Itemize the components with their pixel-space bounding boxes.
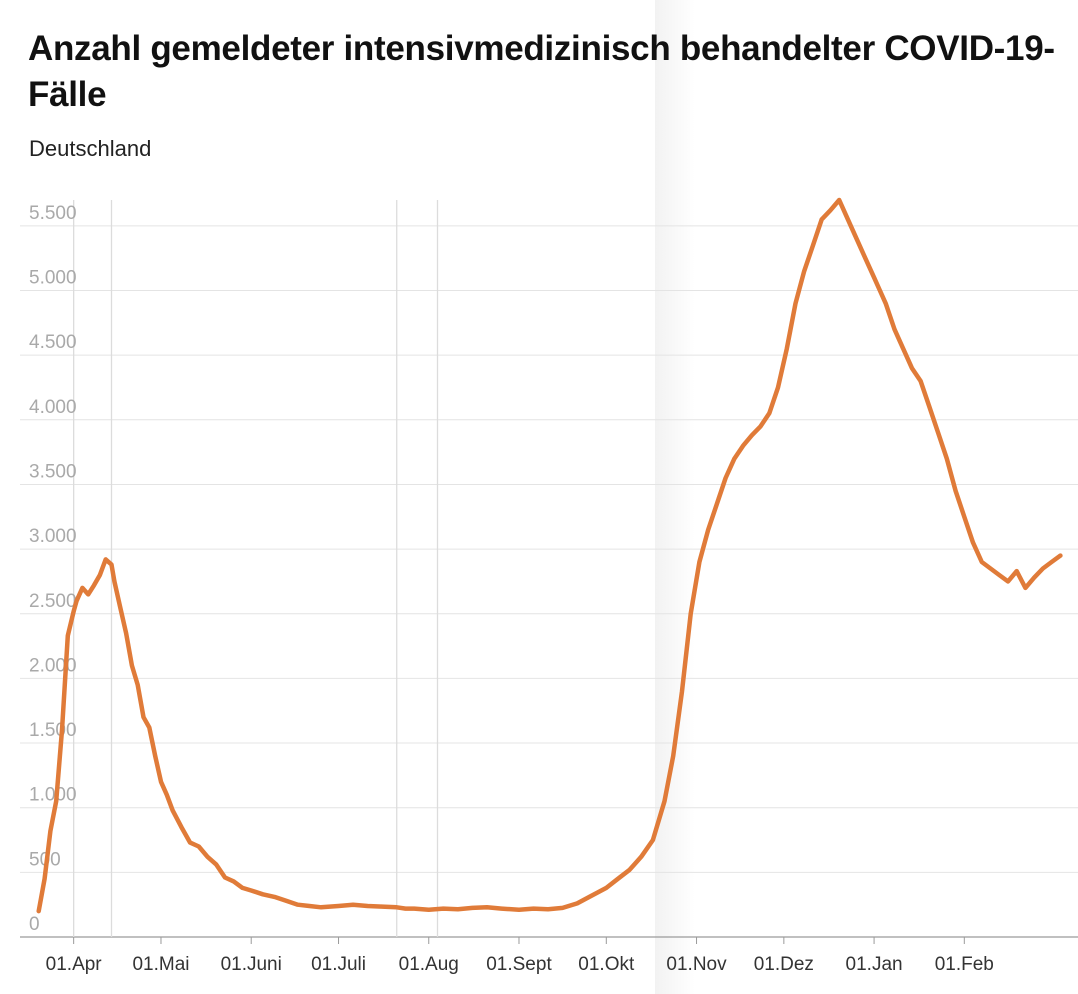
x-tick-label: 01.Dez — [754, 954, 814, 975]
y-tick-label: 2.000 — [29, 655, 77, 676]
x-tick-label: 01.Feb — [935, 954, 994, 975]
y-tick-label: 5.000 — [29, 268, 77, 289]
chart-title: Anzahl gemeldeter intensivmedizinisch be… — [28, 29, 1055, 114]
y-tick-label: 3.000 — [29, 526, 77, 547]
x-tick-label: 01.Aug — [399, 954, 459, 975]
x-tick-label: 01.Mai — [132, 954, 189, 975]
x-tick-label: 01.Sept — [486, 954, 552, 975]
y-tick-label: 1.500 — [29, 720, 77, 741]
y-tick-label: 2.500 — [29, 591, 77, 612]
y-tick-label: 1.000 — [29, 785, 77, 806]
x-tick-label: 01.Juli — [311, 954, 366, 975]
y-tick-label: 4.500 — [29, 332, 77, 353]
x-tick-label: 01.Juni — [221, 954, 282, 975]
y-tick-label: 4.000 — [29, 397, 77, 418]
y-tick-label: 5.500 — [29, 203, 77, 224]
grid-layer — [20, 200, 1078, 938]
y-tick-label: 3.500 — [29, 461, 77, 482]
x-tick-label: 01.Jan — [846, 954, 903, 975]
y-axis-ticks: 05001.0001.5002.0002.5003.0003.5004.0004… — [29, 203, 77, 935]
series-line — [36, 197, 1063, 914]
x-axis-ticks: 01.Apr 01.Mai 01.Juni 01.Juli 01.Aug 01.Sept 0… — [46, 937, 994, 975]
series-layer — [36, 197, 1063, 914]
x-tick-label: 01.Apr — [46, 954, 103, 975]
chart-subtitle: Deutschland — [29, 136, 152, 161]
y-tick-label: 0 — [29, 914, 40, 935]
x-tick-label: 01.Okt — [578, 954, 635, 975]
x-tick-label: 01.Nov — [666, 954, 727, 975]
